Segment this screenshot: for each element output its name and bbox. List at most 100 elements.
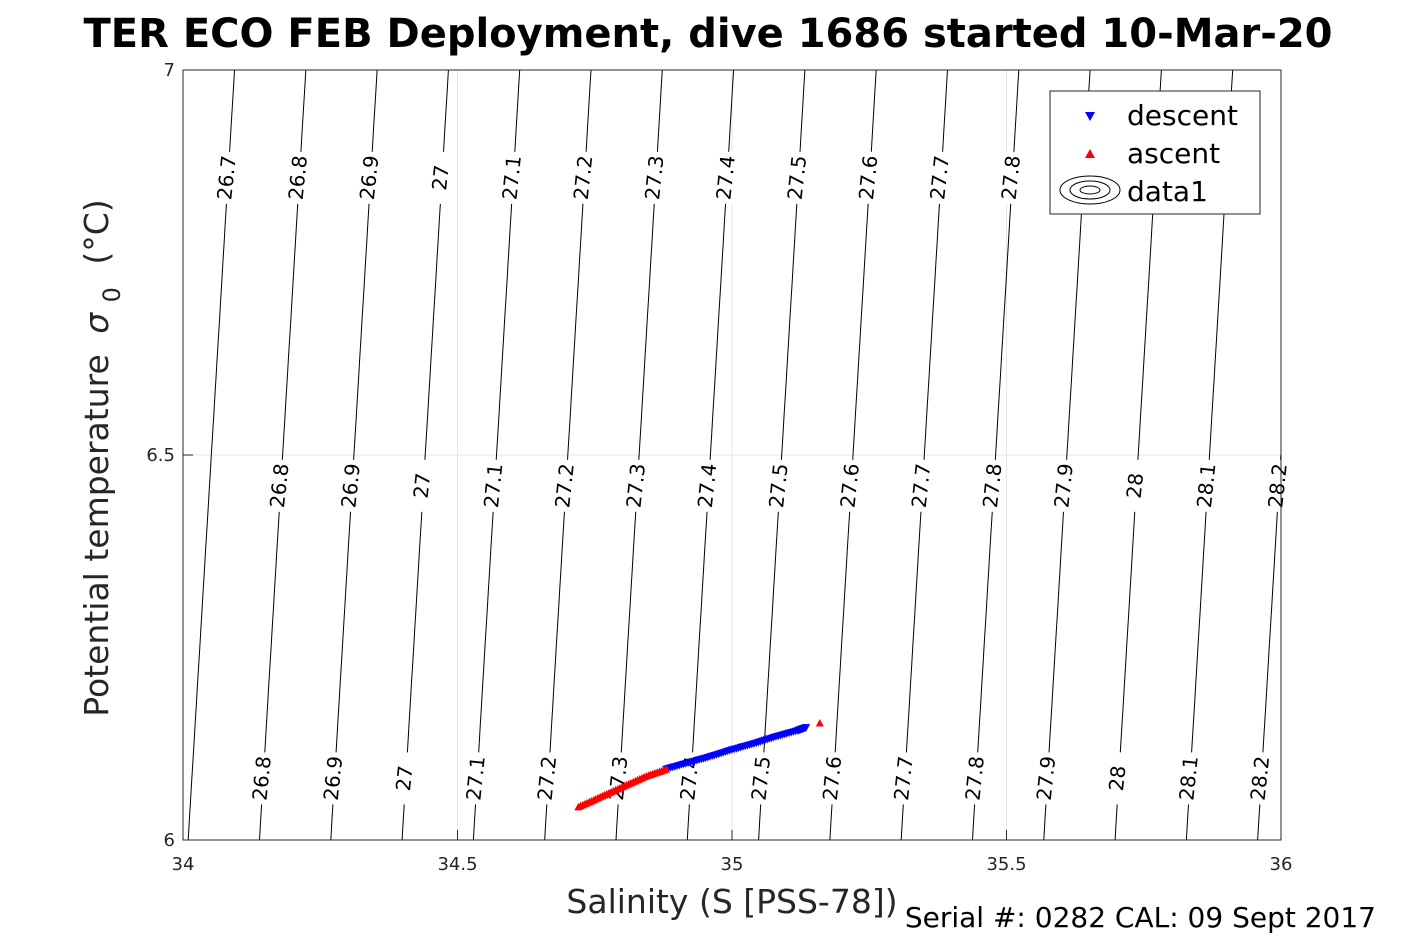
contour-label: 26.8: [247, 755, 276, 802]
contour-label: 27.5: [747, 755, 776, 802]
contour-label-background: [216, 151, 241, 204]
contour-label-background: [786, 151, 811, 204]
y-axis-label-main: Potential temperature: [77, 354, 116, 716]
contour-label-background: [340, 459, 365, 512]
contour-label-background: [536, 752, 561, 805]
contour-label-background: [929, 151, 954, 204]
contour-label-background: [857, 151, 882, 204]
contour-label: 28.2: [1246, 755, 1275, 802]
contour-label: 26.9: [319, 755, 348, 802]
contour-label: 26.7: [212, 154, 241, 201]
ascent-point: [815, 719, 824, 727]
x-tick-label: 35.5: [986, 854, 1026, 875]
contour-label-background: [1195, 459, 1220, 512]
contour-label: 27.1: [461, 755, 490, 802]
contour-labels: 26.7 26.8 26.9 27 27.1 27.2 27.3 27.4 27.5 27.6 27…: [212, 151, 1292, 805]
contour-label-background: [251, 752, 276, 805]
contour-label: 27.5: [764, 462, 793, 509]
x-tick-label: 34: [172, 854, 195, 875]
contour-label: 27.8: [997, 154, 1026, 201]
contour-label: 27: [391, 764, 418, 792]
contour-label: 27.4: [711, 154, 740, 201]
contour-label: 28.2: [1263, 462, 1292, 509]
contour-label-background: [358, 151, 383, 204]
contour-label: 27.6: [818, 755, 847, 802]
contour-label-background: [393, 752, 418, 805]
x-tick-label: 35: [721, 854, 744, 875]
contour-label-background: [287, 151, 312, 204]
y-axis-label-unit: (°C): [77, 199, 116, 264]
contour-label-background: [1035, 752, 1060, 805]
contour-label-background: [964, 752, 989, 805]
contour-label: 26.8: [265, 462, 294, 509]
contour-label: 27.9: [1049, 462, 1078, 509]
contour-label-background: [910, 459, 935, 512]
contour-label-background: [839, 459, 864, 512]
contour-label: 27.6: [835, 462, 864, 509]
contour-label-background: [501, 151, 526, 204]
contour-label: 28.1: [1192, 462, 1221, 509]
data-points: [574, 719, 824, 811]
contour-label: 27.7: [907, 462, 936, 509]
contour-label: 26.8: [284, 154, 313, 201]
contour-label: 27.8: [960, 755, 989, 802]
legend-ascent-label: ascent: [1127, 137, 1220, 170]
contour-label-background: [767, 459, 792, 512]
contour-label: 27.1: [497, 154, 526, 201]
contour-label: 27: [409, 472, 436, 500]
contour-label-background: [1266, 459, 1291, 512]
legend-descent-label: descent: [1127, 99, 1238, 132]
contour-label: 28: [1122, 472, 1149, 500]
descent-series: [662, 724, 811, 774]
contour-label-background: [1124, 459, 1149, 512]
contour-label: 27.8: [978, 462, 1007, 509]
contour-label-background: [411, 459, 436, 512]
y-axis-label-subscript: 0: [98, 287, 126, 302]
ascent-point: [662, 765, 671, 773]
contour-label: 28.1: [1174, 755, 1203, 802]
y-axis-ticks: 66.57: [146, 60, 193, 851]
svg-text:Potential temperature σ: Potential temperature σ 0 (°C): [77, 199, 128, 716]
x-axis-label: Salinity (S [PSS-78]): [566, 882, 897, 921]
legend-data1-contour-icon: [1059, 175, 1121, 205]
contour-label-background: [553, 459, 578, 512]
contour-label-background: [1000, 151, 1025, 204]
contour-label-background: [1178, 752, 1203, 805]
legend-descent-marker: [1085, 112, 1095, 121]
y-tick-label: 6: [164, 830, 175, 851]
contour-label-background: [1053, 459, 1078, 512]
contour-label-background: [625, 459, 650, 512]
chart-title: TER ECO FEB Deployment, dive 1686 starte…: [83, 11, 1332, 57]
y-tick-label: 7: [164, 60, 175, 81]
contour-label: 28: [1104, 764, 1131, 792]
contour-label: 27.2: [569, 154, 598, 201]
descent-point: [802, 724, 811, 732]
contour-label-background: [482, 459, 507, 512]
ascent-series: [574, 719, 824, 811]
contour-label: 27.6: [854, 154, 883, 201]
contour-label: 27.4: [693, 462, 722, 509]
contour-label: 27.3: [622, 462, 651, 509]
contour-label-background: [821, 752, 846, 805]
x-tick-label: 36: [1270, 854, 1293, 875]
contour-label: 27.5: [783, 154, 812, 201]
legend-ascent-marker: [1085, 149, 1095, 158]
y-tick-label: 6.5: [146, 445, 175, 466]
contour-label-background: [715, 151, 740, 204]
contour-label-background: [572, 151, 597, 204]
contour-label-background: [322, 752, 347, 805]
contour-label: 26.9: [336, 462, 365, 509]
legend-data1-label: data1: [1127, 175, 1208, 208]
contour-label: 27.9: [1032, 755, 1061, 802]
serial-calibration-text: Serial #: 0282 CAL: 09 Sept 2017: [905, 901, 1376, 934]
contour-label-background: [1249, 752, 1274, 805]
contour-label: 26.9: [355, 154, 384, 201]
contour-label: 27.2: [533, 755, 562, 802]
y-axis-label: Potential temperature σ 0 (°C): [77, 199, 128, 716]
contour-label-background: [268, 459, 293, 512]
contour-label-background: [981, 459, 1006, 512]
y-axis-label-sigma: σ: [77, 312, 116, 334]
contour-label-background: [696, 459, 721, 512]
contour-label-background: [892, 752, 917, 805]
